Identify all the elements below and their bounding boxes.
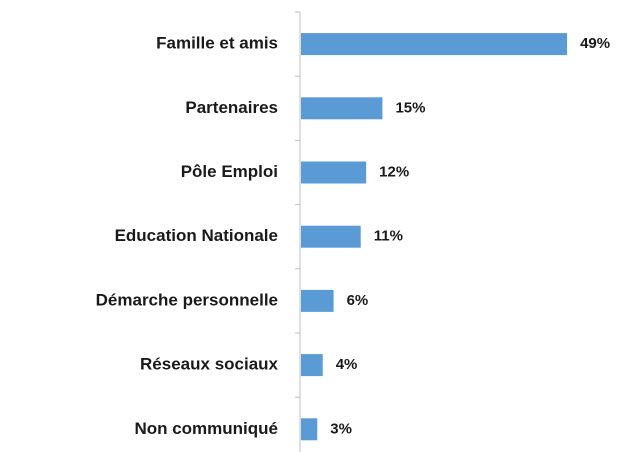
- category-label: Non communiqué: [134, 419, 278, 438]
- value-label: 3%: [330, 420, 352, 437]
- category-label: Famille et amis: [156, 34, 278, 53]
- bar: [301, 354, 323, 377]
- value-label: 15%: [395, 99, 425, 116]
- category-label: Pôle Emploi: [181, 162, 278, 181]
- bar: [301, 289, 334, 312]
- category-label: Partenaires: [185, 98, 278, 117]
- bar: [301, 161, 367, 184]
- value-label: 11%: [374, 228, 403, 245]
- bar: [301, 33, 568, 56]
- category-label: Démarche personnelle: [96, 290, 278, 309]
- bar: [301, 418, 318, 441]
- value-label: 4%: [336, 356, 358, 373]
- value-label: 49%: [580, 35, 610, 52]
- category-label: Réseaux sociaux: [140, 355, 279, 374]
- bar: [301, 97, 383, 120]
- value-label: 6%: [347, 292, 369, 309]
- category-label: Education Nationale: [115, 226, 278, 245]
- bar: [301, 225, 361, 248]
- value-label: 12%: [379, 163, 409, 180]
